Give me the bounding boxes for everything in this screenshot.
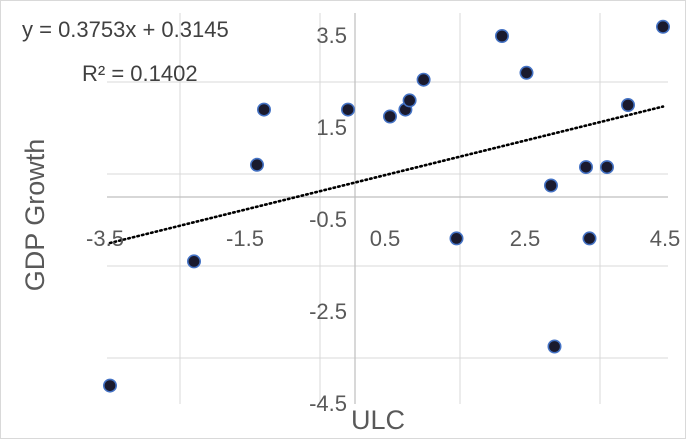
data-point [416, 72, 431, 87]
y-tick-label: -2.5 [309, 299, 347, 324]
y-tick-label: -4.5 [309, 391, 347, 416]
x-axis-title: ULC [351, 405, 405, 435]
data-point [519, 65, 534, 80]
data-point [494, 28, 509, 43]
trendline-equation: y = 0.3753x + 0.3145 [22, 17, 229, 42]
x-tick-label: 2.5 [510, 226, 541, 251]
trendline-path [108, 105, 665, 245]
y-tick-label: 3.5 [316, 23, 347, 48]
x-tick-label: -1.5 [226, 226, 264, 251]
x-tick-label: 4.5 [650, 226, 681, 251]
x-tick-labels: -3.5 -1.5 0.5 2.5 4.5 [86, 226, 680, 251]
data-point [599, 160, 614, 175]
x-tick-label: -3.5 [86, 226, 124, 251]
data-point [103, 378, 118, 393]
data-point [340, 102, 355, 117]
data-point [256, 102, 271, 117]
trendline [108, 105, 665, 245]
data-point [620, 98, 635, 113]
data-point [382, 109, 397, 124]
data-point [402, 93, 417, 108]
data-point [655, 19, 670, 34]
data-point [547, 339, 562, 354]
y-axis-title: GDP Growth [20, 139, 50, 292]
y-tick-label: -0.5 [309, 207, 347, 232]
r-squared-label: R² = 0.1402 [82, 61, 198, 86]
y-tick-label: 1.5 [316, 115, 347, 140]
x-tick-label: 0.5 [370, 226, 401, 251]
data-point [250, 157, 265, 172]
y-tick-labels: 3.5 1.5 -0.5 -2.5 -4.5 [309, 23, 347, 416]
axes [107, 13, 668, 404]
data-point [582, 231, 597, 246]
data-point [187, 254, 202, 269]
data-point [578, 160, 593, 175]
data-point [543, 178, 558, 193]
data-point [449, 231, 464, 246]
data-points [103, 19, 670, 393]
